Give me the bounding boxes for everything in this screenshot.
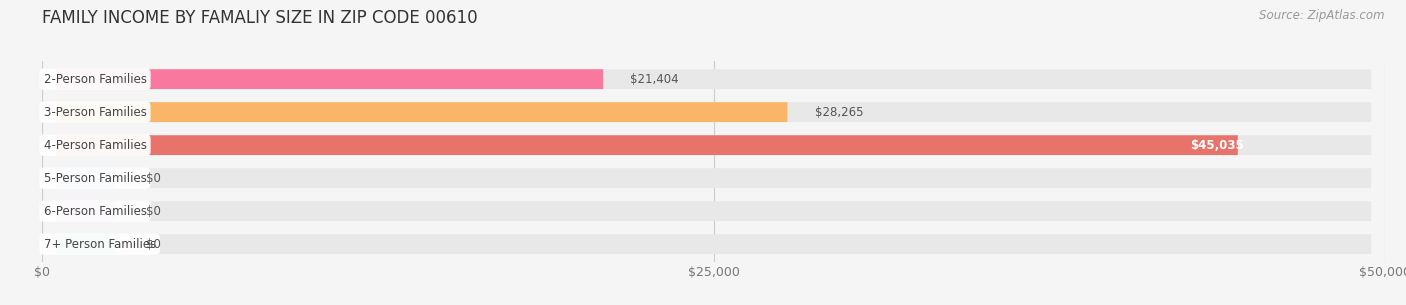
Text: FAMILY INCOME BY FAMALIY SIZE IN ZIP CODE 00610: FAMILY INCOME BY FAMALIY SIZE IN ZIP COD… [42,9,478,27]
FancyBboxPatch shape [56,234,1371,254]
FancyBboxPatch shape [56,69,603,89]
Text: 3-Person Families: 3-Person Families [44,106,146,119]
FancyBboxPatch shape [56,234,115,254]
Text: $45,035: $45,035 [1189,139,1243,152]
Text: $28,265: $28,265 [814,106,863,119]
Text: $0: $0 [146,238,160,251]
FancyBboxPatch shape [56,135,1371,155]
Text: Source: ZipAtlas.com: Source: ZipAtlas.com [1260,9,1385,22]
FancyBboxPatch shape [56,168,115,188]
FancyBboxPatch shape [56,201,115,221]
Text: 2-Person Families: 2-Person Families [44,73,146,86]
Text: $21,404: $21,404 [630,73,679,86]
Text: 4-Person Families: 4-Person Families [44,139,146,152]
FancyBboxPatch shape [56,168,1371,188]
Text: $0: $0 [146,172,160,185]
FancyBboxPatch shape [56,69,1371,89]
FancyBboxPatch shape [56,102,1371,122]
FancyBboxPatch shape [56,201,1371,221]
Text: $0: $0 [146,205,160,218]
FancyBboxPatch shape [56,135,1237,155]
Text: 7+ Person Families: 7+ Person Families [44,238,156,251]
Text: 5-Person Families: 5-Person Families [44,172,146,185]
FancyBboxPatch shape [56,102,787,122]
Text: 6-Person Families: 6-Person Families [44,205,146,218]
